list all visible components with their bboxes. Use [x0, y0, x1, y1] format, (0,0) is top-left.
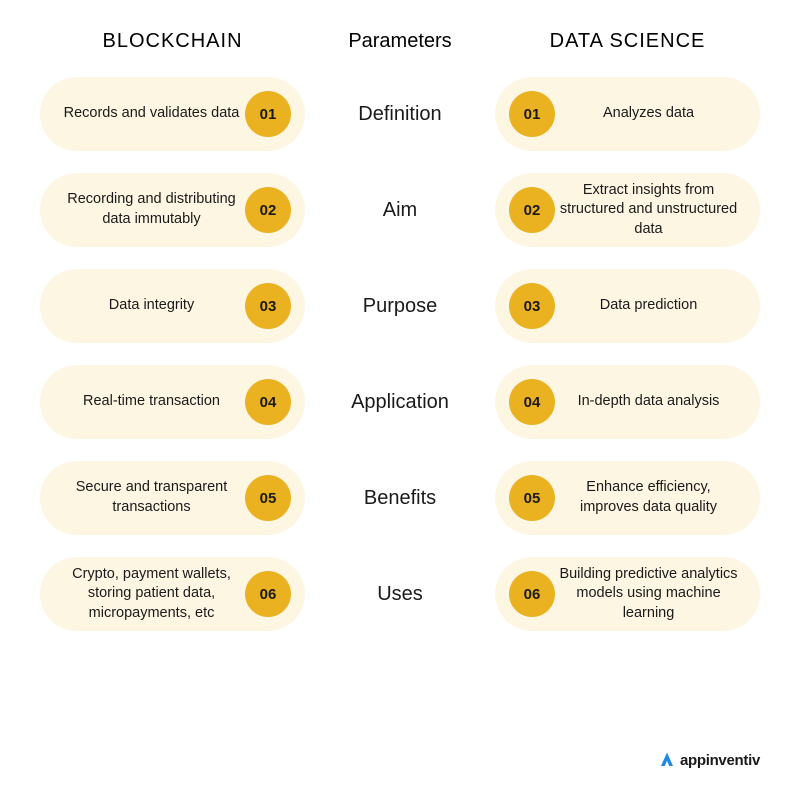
row-number-badge: 06	[509, 571, 555, 617]
row-number-badge: 06	[245, 571, 291, 617]
datascience-text: Building predictive analytics models usi…	[555, 565, 742, 624]
row-number-badge: 02	[245, 187, 291, 233]
header-row: BLOCKCHAIN Parameters DATA SCIENCE	[40, 30, 760, 53]
datascience-pill: 06Building predictive analytics models u…	[495, 557, 760, 631]
datascience-pill: 05Enhance efficiency, improves data qual…	[495, 461, 760, 535]
footer-brand-text: appinventiv	[680, 752, 760, 769]
parameter-label: Purpose	[305, 295, 495, 318]
datascience-text: Enhance efficiency, improves data qualit…	[555, 478, 742, 517]
datascience-text: Analyzes data	[603, 104, 694, 124]
blockchain-text: Crypto, payment wallets, storing patient…	[58, 565, 245, 624]
row-number-badge: 05	[245, 475, 291, 521]
row-number-badge: 05	[509, 475, 555, 521]
parameter-label: Uses	[305, 583, 495, 606]
datascience-text: Data prediction	[600, 296, 698, 316]
datascience-pill: 03 Data prediction	[495, 269, 760, 343]
datascience-pill: 02Extract insights from structured and u…	[495, 173, 760, 247]
parameter-label: Application	[305, 391, 495, 414]
blockchain-text: Recording and distributing data immutabl…	[58, 190, 245, 229]
datascience-text: In-depth data analysis	[578, 392, 720, 412]
row-number-badge: 01	[509, 91, 555, 137]
appinventiv-logo-icon	[658, 751, 676, 769]
blockchain-text: Records and validates data	[64, 104, 240, 124]
blockchain-pill: Recording and distributing data immutabl…	[40, 173, 305, 247]
footer-logo: appinventiv	[658, 751, 760, 769]
blockchain-pill: Real-time transaction 04	[40, 365, 305, 439]
datascience-pill: 01 Analyzes data	[495, 77, 760, 151]
parameter-label: Aim	[305, 199, 495, 222]
blockchain-text: Secure and transparent transactions	[58, 478, 245, 517]
parameter-label: Benefits	[305, 487, 495, 510]
row-number-badge: 01	[245, 91, 291, 137]
comparison-row: Records and validates data01Definition01…	[40, 77, 760, 151]
row-number-badge: 04	[245, 379, 291, 425]
header-parameters: Parameters	[305, 30, 495, 53]
blockchain-pill: Records and validates data01	[40, 77, 305, 151]
comparison-row: Crypto, payment wallets, storing patient…	[40, 557, 760, 631]
row-number-badge: 02	[509, 187, 555, 233]
blockchain-text: Real-time transaction	[83, 392, 220, 412]
header-datascience: DATA SCIENCE	[495, 30, 760, 53]
row-number-badge: 04	[509, 379, 555, 425]
comparison-rows: Records and validates data01Definition01…	[40, 77, 760, 631]
datascience-text: Extract insights from structured and uns…	[555, 181, 742, 240]
comparison-row: Real-time transaction 04 Application 04 In-d…	[40, 365, 760, 439]
row-number-badge: 03	[509, 283, 555, 329]
comparison-row: Secure and transparent transactions05Ben…	[40, 461, 760, 535]
row-number-badge: 03	[245, 283, 291, 329]
blockchain-pill: Crypto, payment wallets, storing patient…	[40, 557, 305, 631]
blockchain-text: Data integrity	[109, 296, 194, 316]
blockchain-pill: Data integrity 03	[40, 269, 305, 343]
blockchain-pill: Secure and transparent transactions05	[40, 461, 305, 535]
parameter-label: Definition	[305, 103, 495, 126]
header-blockchain: BLOCKCHAIN	[40, 30, 305, 53]
comparison-row: Recording and distributing data immutabl…	[40, 173, 760, 247]
comparison-row: Data integrity 03 Purpose 03 Data prediction	[40, 269, 760, 343]
datascience-pill: 04 In-depth data analysis	[495, 365, 760, 439]
